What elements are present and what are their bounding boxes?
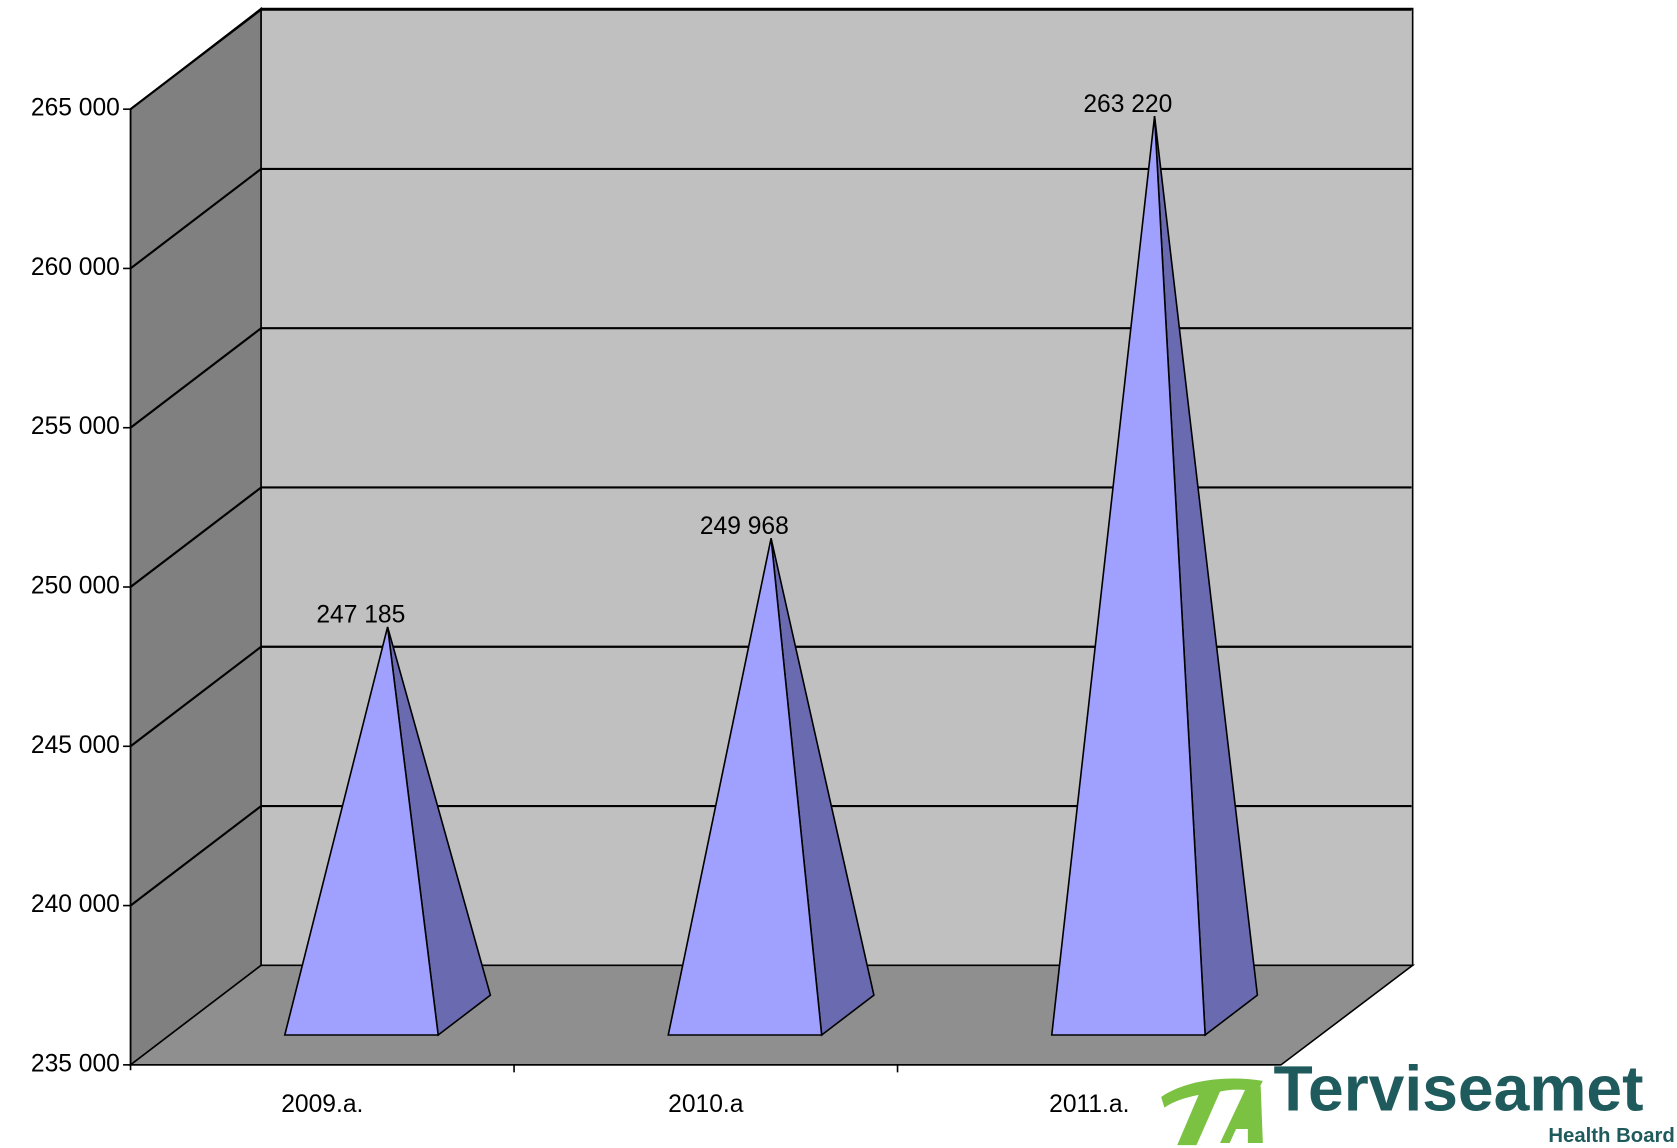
x-tick-label: 2009.a. xyxy=(281,1091,363,1118)
pyramid-front xyxy=(1050,116,1207,1036)
y-tick-label: 260 000 xyxy=(31,254,120,281)
grid-line xyxy=(129,645,262,748)
pyramid-front xyxy=(283,626,440,1036)
value-label: 249 968 xyxy=(700,513,789,540)
pyramid-front xyxy=(667,538,823,1036)
y-tick-label: 255 000 xyxy=(31,413,120,440)
plot: 235 000 240 000 245 000 250 000 255 000 260 0… xyxy=(31,6,1675,1147)
y-tick-label: 235 000 xyxy=(31,1050,120,1077)
y-tick-label: 240 000 xyxy=(31,891,120,918)
value-label: 263 220 xyxy=(1083,91,1172,118)
grid-line xyxy=(129,486,262,588)
y-tick-label: 250 000 xyxy=(31,573,120,600)
value-label: 247 185 xyxy=(316,602,405,629)
grid-line xyxy=(129,168,262,270)
x-tick-label: 2011.a. xyxy=(1049,1091,1129,1118)
grid-line xyxy=(129,8,262,111)
y-tick-label: 245 000 xyxy=(31,732,120,759)
logo-subtitle: Health Board xyxy=(1548,1125,1675,1147)
logo-name: Terviseamet xyxy=(1274,1053,1644,1125)
logo: 235 000 240 000 245 000 250 000 255 000 260 0… xyxy=(31,8,1675,1147)
grid-line xyxy=(129,327,262,429)
grid-line xyxy=(129,805,262,907)
y-tick-label: 265 000 xyxy=(31,95,120,122)
logo-mark xyxy=(1161,1078,1263,1146)
x-tick-label: 2010.a xyxy=(668,1091,744,1118)
